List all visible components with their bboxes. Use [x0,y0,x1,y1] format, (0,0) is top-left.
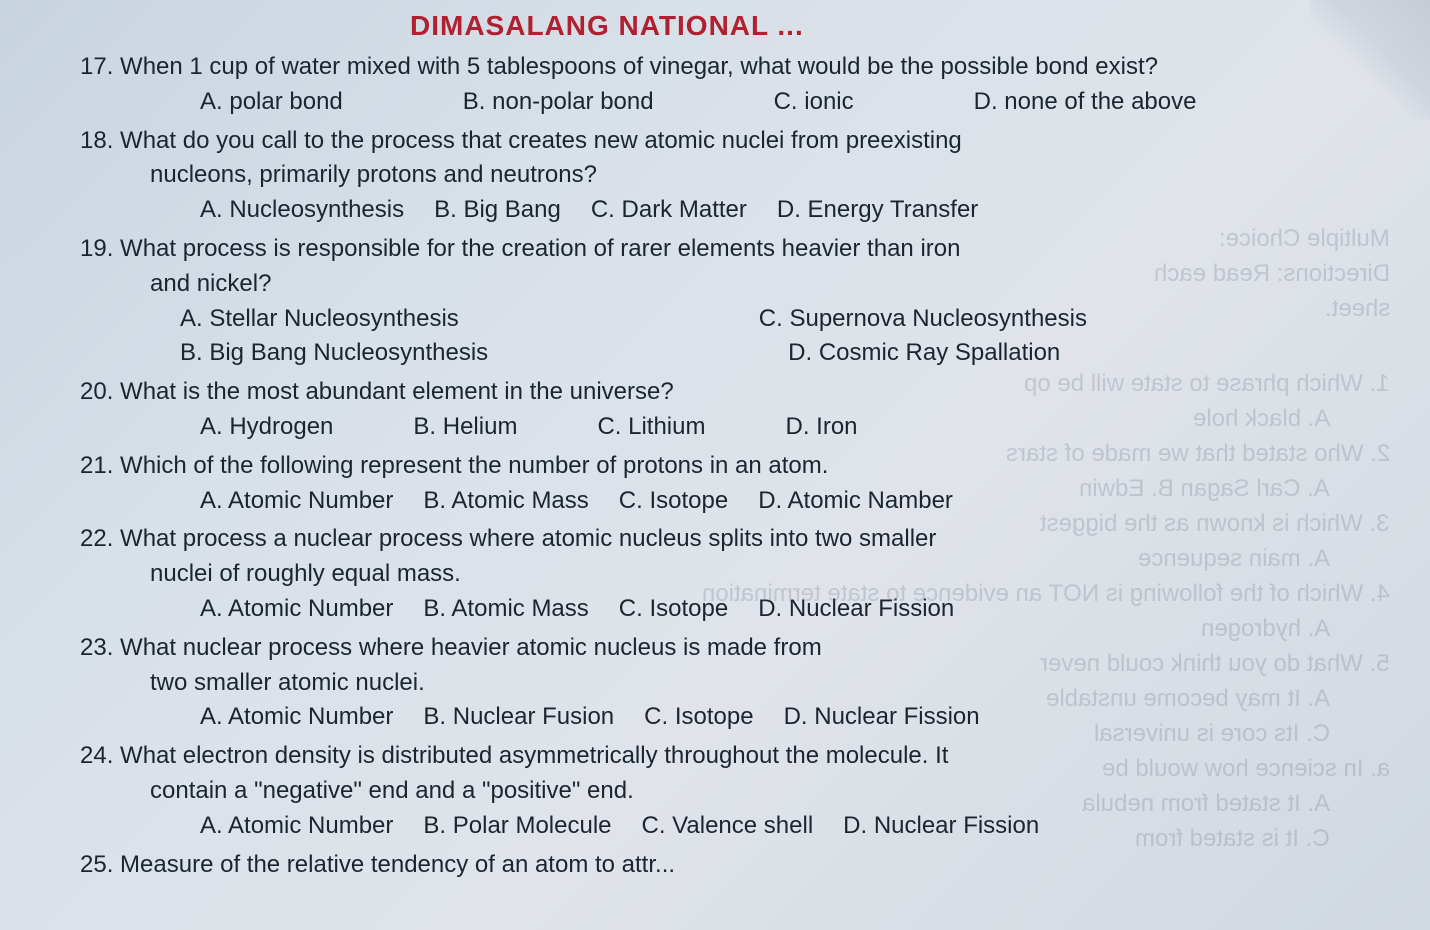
option-a: A. Stellar Nucleosynthesis [180,302,459,337]
question-number: 24. [80,742,113,769]
question-body: When 1 cup of water mixed with 5 tablesp… [120,53,1158,80]
paper-curl [1310,0,1430,120]
option-d: D. Iron [785,410,857,445]
options-row: A. Atomic Number B. Atomic Mass C. Isoto… [200,592,1390,627]
question-text: 25. Measure of the relative tendency of … [80,848,1390,883]
option-c: C. ionic [774,85,854,120]
question-text: 21. Which of the following represent the… [80,449,1390,484]
header-title: DIMASALANG NATIONAL ... [410,10,1390,42]
question-body: What do you call to the process that cre… [120,127,962,154]
question-text: 22. What process a nuclear process where… [80,522,1390,557]
question-number: 19. [80,235,113,262]
option-b: B. Helium [413,410,517,445]
question-continuation: nuclei of roughly equal mass. [150,557,1390,592]
question-continuation: nucleons, primarily protons and neutrons… [150,158,1390,193]
option-b: B. Nuclear Fusion [423,700,614,735]
question-18: 18. What do you call to the process that… [60,124,1390,228]
question-number: 18. [80,127,113,154]
question-number: 25. [80,851,113,878]
option-b: B. Big Bang Nucleosynthesis [180,336,488,371]
option-c: C. Isotope [644,700,753,735]
question-continuation: contain a "negative" end and a "positive… [150,774,1390,809]
question-body: What nuclear process where heavier atomi… [120,634,822,661]
options-row-2: B. Big Bang Nucleosynthesis D. Cosmic Ra… [180,336,1390,371]
question-number: 21. [80,452,113,479]
option-d: D. Nuclear Fission [843,809,1039,844]
question-21: 21. Which of the following represent the… [60,449,1390,519]
question-continuation: and nickel? [150,267,1390,302]
question-body: What process is responsible for the crea… [120,235,960,262]
options-row: A. polar bond B. non-polar bond C. ionic… [200,85,1390,120]
options-row: A. Atomic Number B. Polar Molecule C. Va… [200,809,1390,844]
option-c: C. Dark Matter [591,193,747,228]
option-a: A. Atomic Number [200,484,393,519]
options-row: A. Hydrogen B. Helium C. Lithium D. Iron [200,410,1390,445]
question-text: 23. What nuclear process where heavier a… [80,631,1390,666]
question-23: 23. What nuclear process where heavier a… [60,631,1390,735]
question-22: 22. What process a nuclear process where… [60,522,1390,626]
option-a: A. Hydrogen [200,410,333,445]
option-d: D. Atomic Namber [758,484,953,519]
option-c: C. Supernova Nucleosynthesis [759,302,1087,337]
question-25: 25. Measure of the relative tendency of … [60,848,1390,883]
options-stacked: A. Stellar Nucleosynthesis C. Supernova … [180,302,1390,372]
question-text: 17. When 1 cup of water mixed with 5 tab… [80,50,1390,85]
question-body: What electron density is distributed asy… [120,742,948,769]
option-d: D. Cosmic Ray Spallation [788,336,1060,371]
question-number: 23. [80,634,113,661]
question-17: 17. When 1 cup of water mixed with 5 tab… [60,50,1390,120]
option-b: B. non-polar bond [463,85,654,120]
options-row: A. Atomic Number B. Atomic Mass C. Isoto… [200,484,1390,519]
option-d: D. none of the above [974,85,1197,120]
option-b: B. Polar Molecule [423,809,611,844]
question-number: 20. [80,378,113,405]
option-c: C. Isotope [619,592,728,627]
question-number: 22. [80,525,113,552]
options-row: A. Nucleosynthesis B. Big Bang C. Dark M… [200,193,1390,228]
option-a: A. Atomic Number [200,592,393,627]
option-c: C. Lithium [597,410,705,445]
question-body: What process a nuclear process where ato… [120,525,936,552]
question-text: 19. What process is responsible for the … [80,232,1390,267]
question-20: 20. What is the most abundant element in… [60,375,1390,445]
option-a: A. Atomic Number [200,700,393,735]
option-a: A. polar bond [200,85,343,120]
question-19: 19. What process is responsible for the … [60,232,1390,371]
option-c: C. Isotope [619,484,728,519]
question-text: 20. What is the most abundant element in… [80,375,1390,410]
option-b: B. Big Bang [434,193,561,228]
question-body: What is the most abundant element in the… [120,378,674,405]
option-b: B. Atomic Mass [423,484,588,519]
option-d: D. Nuclear Fission [784,700,980,735]
question-24: 24. What electron density is distributed… [60,739,1390,843]
option-d: D. Energy Transfer [777,193,978,228]
options-row: A. Atomic Number B. Nuclear Fusion C. Is… [200,700,1390,735]
question-text: 24. What electron density is distributed… [80,739,1390,774]
question-text: 18. What do you call to the process that… [80,124,1390,159]
question-number: 17. [80,53,113,80]
question-body: Measure of the relative tendency of an a… [120,851,675,878]
option-d: D. Nuclear Fission [758,592,954,627]
options-row-1: A. Stellar Nucleosynthesis C. Supernova … [180,302,1390,337]
option-c: C. Valence shell [642,809,814,844]
question-continuation: two smaller atomic nuclei. [150,666,1390,701]
option-a: A. Atomic Number [200,809,393,844]
option-a: A. Nucleosynthesis [200,193,404,228]
question-body: Which of the following represent the num… [120,452,828,479]
option-b: B. Atomic Mass [423,592,588,627]
